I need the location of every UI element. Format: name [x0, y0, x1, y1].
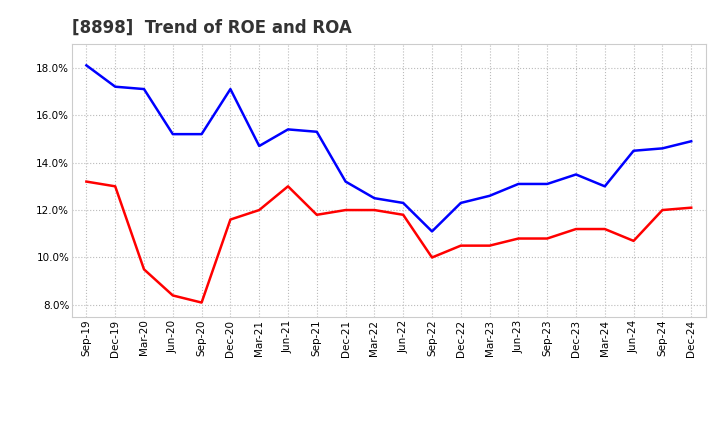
ROA — [168, 132, 177, 137]
ROE — [600, 227, 609, 232]
ROE — [572, 227, 580, 232]
ROE — [428, 255, 436, 260]
ROA — [312, 129, 321, 134]
ROE — [341, 207, 350, 213]
Line: ROE: ROE — [86, 182, 691, 303]
ROA — [284, 127, 292, 132]
ROE — [140, 267, 148, 272]
ROA — [140, 86, 148, 92]
ROE — [399, 212, 408, 217]
ROA — [543, 181, 552, 187]
ROE — [658, 207, 667, 213]
ROE — [543, 236, 552, 241]
ROA — [341, 179, 350, 184]
ROE — [687, 205, 696, 210]
ROA — [111, 84, 120, 89]
ROE — [255, 207, 264, 213]
ROA — [399, 200, 408, 205]
ROA — [600, 183, 609, 189]
ROE — [284, 183, 292, 189]
ROE — [514, 236, 523, 241]
ROE — [629, 238, 638, 243]
ROE — [226, 217, 235, 222]
Text: [8898]  Trend of ROE and ROA: [8898] Trend of ROE and ROA — [72, 19, 352, 37]
ROA — [514, 181, 523, 187]
Line: ROA: ROA — [86, 66, 691, 231]
ROA — [629, 148, 638, 154]
ROA — [255, 143, 264, 149]
ROA — [572, 172, 580, 177]
ROA — [456, 200, 465, 205]
ROE — [111, 183, 120, 189]
ROA — [197, 132, 206, 137]
ROE — [82, 179, 91, 184]
ROA — [687, 139, 696, 144]
ROE — [168, 293, 177, 298]
ROE — [312, 212, 321, 217]
ROA — [428, 229, 436, 234]
ROE — [197, 300, 206, 305]
ROE — [370, 207, 379, 213]
ROE — [485, 243, 494, 248]
ROE — [456, 243, 465, 248]
ROA — [485, 193, 494, 198]
ROA — [82, 63, 91, 68]
ROA — [226, 86, 235, 92]
ROA — [370, 195, 379, 201]
ROA — [658, 146, 667, 151]
